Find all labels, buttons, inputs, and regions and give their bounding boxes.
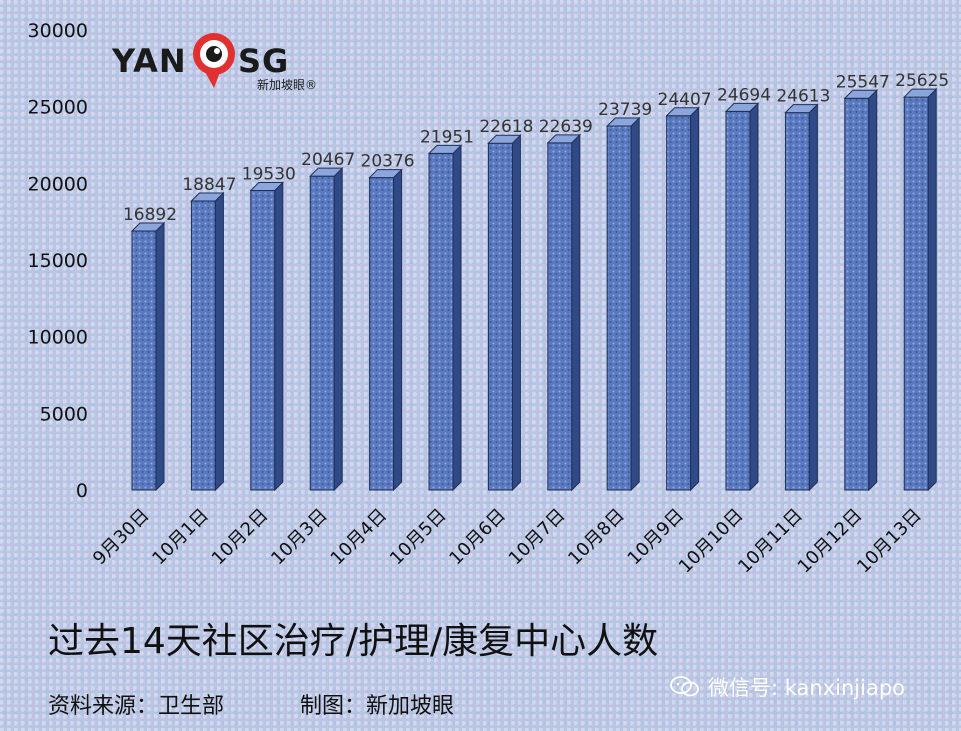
x-tick-label: 10月1日	[148, 505, 213, 570]
bar-value-label: 24407	[658, 90, 712, 110]
y-tick-label: 15000	[28, 250, 88, 272]
wechat-label: 微信号: kanxinjiapo	[708, 676, 906, 700]
bar	[130, 221, 166, 492]
x-tick-label: 10月12日	[794, 505, 867, 578]
wechat-icon	[670, 676, 699, 697]
bar-value-label: 20376	[361, 152, 415, 172]
bar-value-label: 20467	[301, 150, 355, 170]
x-tick-label: 10月11日	[734, 505, 807, 578]
bar	[487, 133, 522, 492]
y-tick-label: 30000	[28, 20, 88, 42]
bar	[665, 106, 700, 492]
x-tick-label: 10月13日	[853, 505, 926, 578]
y-axis: 0 5000 10000 15000 20000 25000 30000	[28, 20, 88, 502]
y-tick-label: 25000	[28, 97, 88, 119]
bar-value-label: 25625	[895, 71, 949, 91]
logo-subtitle: 新加坡眼®	[257, 78, 318, 92]
y-tick-label: 0	[76, 480, 88, 502]
bar-value-label: 25547	[836, 72, 890, 92]
bar	[843, 89, 879, 492]
bar-value-label: 16892	[123, 205, 177, 225]
bar	[784, 103, 819, 492]
x-axis: 9月30日10月1日10月2日10月3日10月4日10月5日10月6日10月7日…	[89, 505, 926, 578]
bar-value-label: 24694	[717, 85, 771, 105]
bar	[605, 116, 641, 492]
bar	[546, 133, 582, 492]
x-tick-label: 10月4日	[327, 505, 392, 570]
bar	[368, 168, 403, 492]
bar-value-label: 22618	[479, 117, 533, 137]
x-tick-label: 9月30日	[89, 505, 154, 570]
bar	[724, 102, 760, 492]
bar	[427, 144, 463, 492]
bar-value-label: 24613	[776, 87, 830, 107]
y-tick-label: 10000	[28, 327, 88, 349]
bar-chart: 0 5000 10000 15000 20000 25000 30000 168921884…	[28, 20, 950, 578]
y-tick-label: 20000	[28, 173, 88, 195]
bar	[308, 166, 344, 492]
x-tick-label: 10月10日	[675, 505, 748, 578]
source-text: 资料来源：卫生部	[48, 694, 225, 719]
chart-title: 过去14天社区治疗/护理/康复中心人数	[48, 621, 659, 662]
x-tick-label: 10月5日	[386, 505, 451, 570]
logo-text-sg: SG	[238, 42, 290, 80]
logo-text-yan: YAN	[112, 42, 187, 80]
credit-text: 制图：新加坡眼	[300, 694, 455, 719]
eye-logo-icon	[193, 33, 235, 88]
bar-value-label: 18847	[182, 175, 236, 195]
bar	[902, 87, 938, 492]
x-tick-label: 10月3日	[267, 505, 332, 570]
bar-value-label: 23739	[598, 100, 652, 120]
x-tick-label: 10月7日	[505, 505, 570, 570]
bar-value-label: 22639	[539, 117, 593, 137]
bar	[190, 191, 225, 492]
bar-value-label: 19530	[242, 165, 296, 185]
bar	[249, 181, 285, 492]
yanosg-logo: YAN SG 新加坡眼®	[112, 28, 322, 103]
x-tick-label: 10月2日	[208, 505, 273, 570]
wechat-id: 微信号: kanxinjiapo	[670, 672, 905, 702]
bar-value-label: 21951	[420, 127, 474, 147]
x-tick-label: 10月8日	[564, 505, 629, 570]
y-tick-label: 5000	[40, 403, 88, 425]
x-tick-label: 10月6日	[445, 505, 510, 570]
